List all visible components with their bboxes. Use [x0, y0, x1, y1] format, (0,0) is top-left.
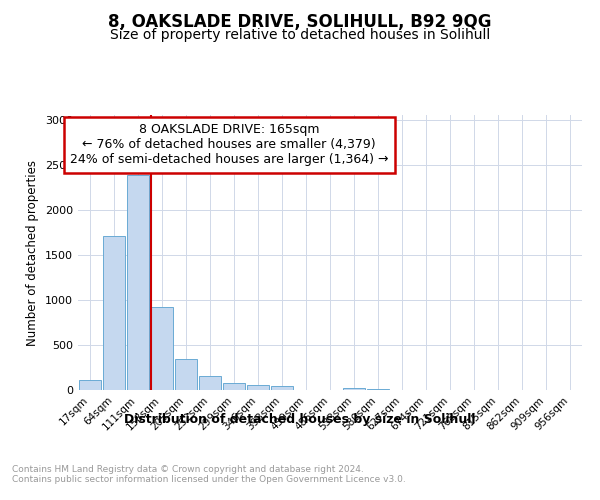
Text: Contains HM Land Registry data © Crown copyright and database right 2024.
Contai: Contains HM Land Registry data © Crown c…: [12, 465, 406, 484]
Bar: [175, 360, 197, 390]
Bar: [367, 388, 389, 390]
Text: 8 OAKSLADE DRIVE: 165sqm
← 76% of detached houses are smaller (4,379)
24% of sem: 8 OAKSLADE DRIVE: 165sqm ← 76% of detach…: [70, 123, 388, 166]
Bar: [79, 380, 101, 390]
Text: Size of property relative to detached houses in Solihull: Size of property relative to detached ho…: [110, 28, 490, 42]
Text: Distribution of detached houses by size in Solihull: Distribution of detached houses by size …: [124, 412, 476, 426]
Bar: [271, 386, 293, 390]
Bar: [151, 307, 173, 390]
Text: 8, OAKSLADE DRIVE, SOLIHULL, B92 9QG: 8, OAKSLADE DRIVE, SOLIHULL, B92 9QG: [108, 12, 492, 30]
Y-axis label: Number of detached properties: Number of detached properties: [26, 160, 40, 346]
Bar: [223, 383, 245, 390]
Bar: [199, 376, 221, 390]
Bar: [103, 236, 125, 390]
Bar: [247, 385, 269, 390]
Bar: [343, 388, 365, 390]
Bar: [127, 174, 149, 390]
